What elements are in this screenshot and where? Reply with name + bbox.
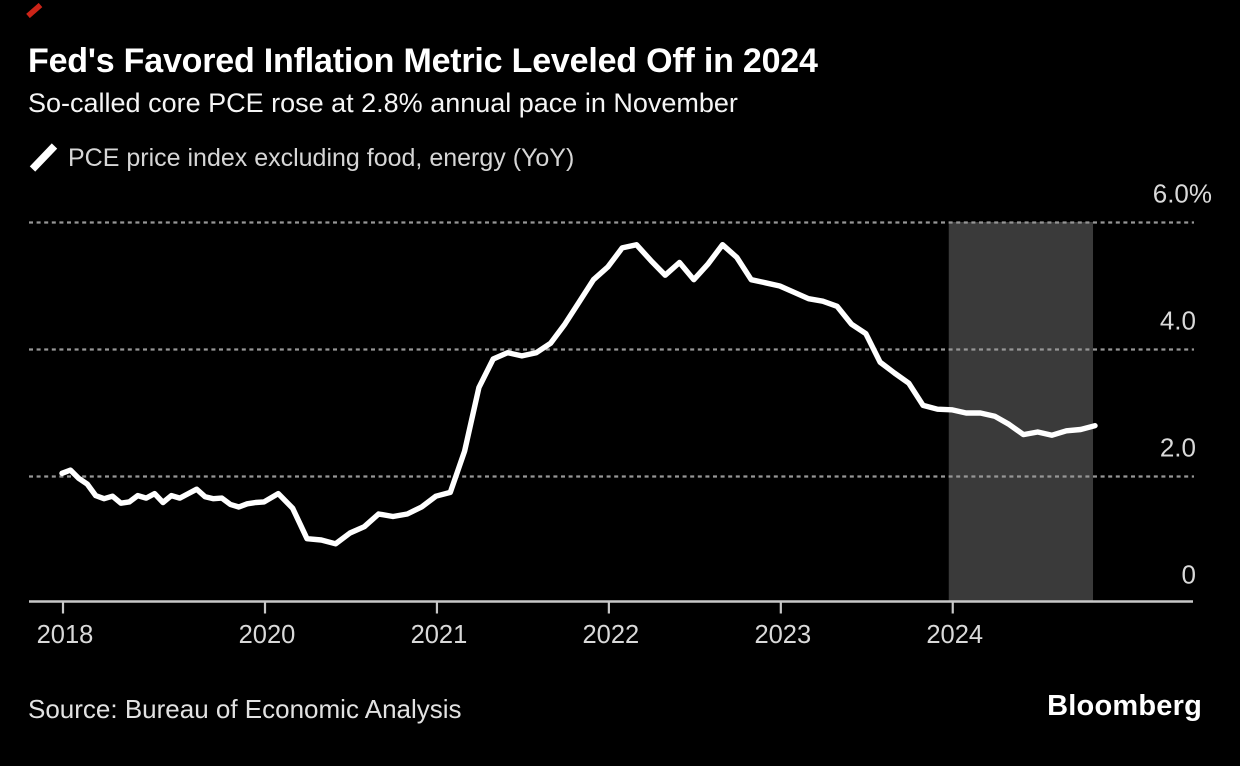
chart-title: Fed's Favored Inflation Metric Leveled O… <box>28 42 818 80</box>
x-axis-label-2021: 2021 <box>411 621 468 649</box>
bloomberg-logo: Bloomberg <box>1047 690 1202 722</box>
y-axis-label-2.0: 2.0 <box>1160 433 1196 463</box>
x-axis-label-2018: 2018 <box>37 621 94 649</box>
bloomberg-red-accent-icon <box>26 3 43 18</box>
chart-subtitle: So-called core PCE rose at 2.8% annual p… <box>28 88 738 118</box>
x-axis-label-2023: 2023 <box>754 621 811 649</box>
y-axis-label-6.0%: 6.0% <box>1153 179 1212 209</box>
legend: PCE price index excluding food, energy (… <box>28 142 574 174</box>
legend-label: PCE price index excluding food, energy (… <box>68 144 575 172</box>
x-axis-label-2024: 2024 <box>926 621 983 649</box>
y-axis-label-0: 0 <box>1182 560 1196 590</box>
x-axis-label-2020: 2020 <box>239 621 296 649</box>
legend-line-swatch-icon <box>29 143 58 172</box>
x-axis-label-2022: 2022 <box>583 621 640 649</box>
y-axis-label-4.0: 4.0 <box>1160 306 1196 336</box>
source-note: Source: Bureau of Economic Analysis <box>28 694 462 724</box>
pce-core-yoy-line <box>59 241 1098 547</box>
